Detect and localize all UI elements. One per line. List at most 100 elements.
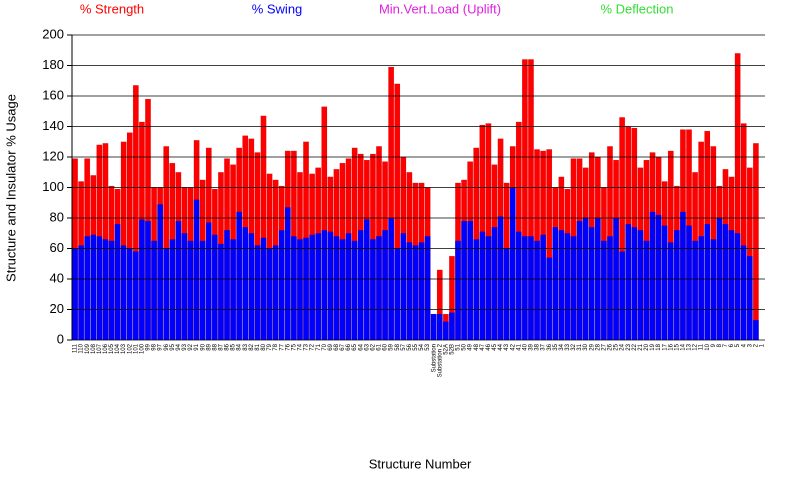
bar (394, 248, 401, 341)
x-tick-label: 39 (529, 343, 535, 350)
bar (540, 234, 547, 341)
bar (692, 240, 699, 341)
x-tick-label: 90 (200, 343, 206, 350)
bar (400, 233, 407, 341)
bar (126, 248, 133, 341)
x-tick-label: 97 (158, 343, 164, 350)
bar (600, 240, 607, 341)
bar (254, 245, 261, 341)
x-tick-label: 103 (121, 343, 127, 354)
y-axis-label: Structure and Insulator % Usage (3, 94, 18, 282)
x-tick-label: 22 (632, 343, 638, 350)
bar (157, 204, 164, 341)
x-tick-label: 88 (212, 343, 218, 350)
x-tick-label: 18 (656, 343, 662, 350)
y-tick-label: 100 (42, 179, 64, 194)
bar (163, 248, 170, 341)
x-tick-label: 51 (456, 343, 462, 350)
bar (199, 240, 206, 341)
bar (78, 245, 85, 341)
x-tick-label: 36 (547, 343, 553, 350)
x-tick-label: 5 (735, 343, 741, 347)
bar (461, 220, 468, 341)
bar (607, 236, 613, 341)
bar (376, 236, 382, 341)
x-tick-label: 87 (219, 343, 225, 350)
x-tick-label: 63 (364, 343, 370, 350)
bar (667, 242, 674, 341)
x-tick-label: Substation (431, 344, 437, 372)
bar (369, 239, 376, 341)
x-tick-label: 84 (237, 343, 243, 350)
bar (357, 229, 364, 341)
x-tick-label: 82 (249, 343, 255, 350)
bar (698, 236, 705, 341)
bar (321, 229, 328, 341)
x-tick-label: 111 (73, 343, 79, 353)
bar (546, 257, 553, 341)
bar (151, 240, 158, 341)
bar (132, 251, 139, 341)
x-tick-label: 92 (188, 343, 194, 350)
bar (90, 234, 97, 341)
x-tick-label: 17 (662, 343, 668, 350)
bar (570, 236, 577, 341)
bar (260, 237, 267, 341)
x-tick-label: 59 (389, 343, 395, 350)
bar (521, 236, 528, 341)
x-tick-label: 9 (711, 343, 717, 347)
bar (503, 248, 510, 341)
bar (193, 199, 200, 341)
bar (284, 207, 291, 341)
x-tick-label: 65 (352, 343, 358, 350)
bar (704, 223, 711, 341)
bar (230, 239, 237, 341)
bar (479, 231, 486, 341)
y-tick-label: 20 (50, 301, 64, 316)
bar (382, 229, 389, 341)
x-tick-label: 60 (383, 343, 389, 350)
bar (661, 225, 668, 341)
x-tick-label: 100 (139, 343, 145, 354)
x-tick-label: 108 (91, 343, 97, 354)
bar (351, 240, 358, 341)
legend-label: % Deflection (601, 1, 674, 16)
x-tick-label: 21 (638, 343, 644, 350)
y-tick-label: 140 (42, 118, 64, 133)
bar (138, 219, 145, 341)
bar (175, 220, 182, 341)
x-tick-label: 4 (741, 343, 747, 347)
x-tick-label: 95 (170, 343, 176, 350)
bar (297, 239, 303, 341)
x-tick-label: 69 (328, 343, 334, 350)
x-tick-label: 47 (480, 343, 486, 350)
x-tick-label: 6 (729, 343, 735, 347)
x-tick-label: 49 (468, 343, 474, 350)
bar (248, 233, 255, 341)
bar (120, 245, 127, 341)
bar (363, 219, 370, 341)
x-tick-label: 52B (450, 344, 456, 355)
x-tick-label: 45 (492, 343, 498, 350)
x-tick-label: 31 (577, 343, 583, 350)
x-tick-label: 75 (291, 343, 297, 350)
x-tick-label: 13 (687, 343, 693, 350)
x-tick-label: 93 (182, 343, 188, 350)
x-tick-label: 37 (541, 343, 547, 350)
legend-label: % Swing (252, 1, 303, 16)
x-tick-label: 1 (760, 343, 766, 347)
bar (686, 225, 692, 341)
bar (631, 226, 638, 341)
x-tick-label: 43 (504, 343, 510, 350)
bar (448, 312, 455, 341)
bar (424, 236, 431, 341)
x-tick-label: 102 (127, 343, 133, 354)
x-tick-label: 19 (650, 343, 656, 350)
bar (734, 233, 741, 341)
bar (442, 321, 449, 341)
y-tick-label: 40 (50, 270, 64, 285)
bar (145, 220, 151, 341)
x-tick-label: 46 (486, 343, 492, 350)
bar (327, 231, 334, 341)
x-tick-label: 104 (115, 343, 121, 354)
